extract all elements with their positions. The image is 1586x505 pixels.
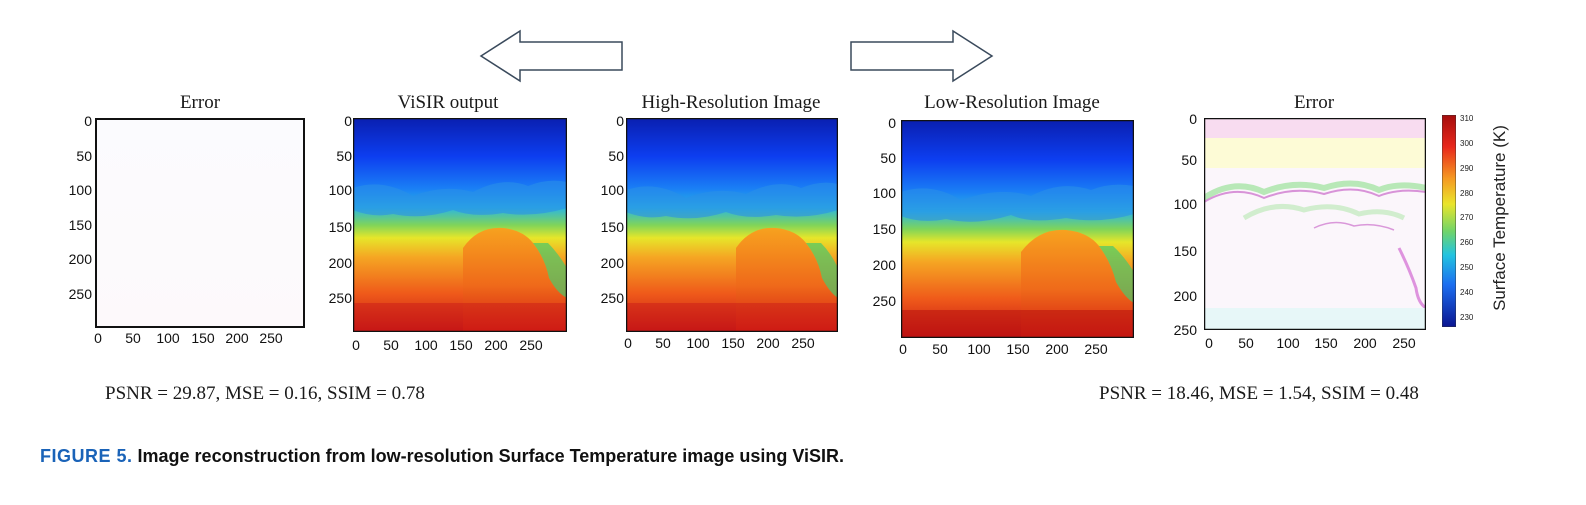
y-tick: 100	[68, 182, 92, 198]
y-tick: 250	[328, 290, 352, 306]
y-tick: 50	[336, 148, 352, 164]
x-tick: 150	[1314, 335, 1338, 351]
colorbar-tick: 230	[1460, 313, 1474, 322]
y-tick: 50	[1181, 152, 1197, 168]
y-tick: 250	[872, 293, 896, 309]
panel-title: Low-Resolution Image	[924, 92, 1100, 113]
right-arrow-icon	[850, 29, 994, 83]
x-tick: 250	[791, 335, 815, 351]
x-tick: 100	[414, 337, 438, 353]
error-map	[95, 118, 305, 328]
y-tick: 200	[600, 255, 624, 271]
x-tick: 50	[125, 330, 141, 346]
panel-title: High-Resolution Image	[641, 92, 821, 113]
y-tick: 50	[76, 148, 92, 164]
panel-title: Error	[179, 92, 221, 113]
y-tick: 0	[888, 115, 896, 131]
y-tick: 250	[1173, 322, 1197, 338]
temperature-map	[353, 118, 567, 332]
figure-caption: FIGURE 5. Image reconstruction from low-…	[40, 446, 844, 467]
figure-label: FIGURE 5.	[40, 446, 133, 466]
y-tick: 100	[872, 185, 896, 201]
y-tick: 100	[1173, 196, 1197, 212]
colorbar-tick: 270	[1460, 213, 1474, 222]
x-tick: 100	[156, 330, 180, 346]
y-tick: 0	[1189, 111, 1197, 127]
y-tick: 100	[600, 182, 624, 198]
x-tick: 50	[655, 335, 671, 351]
x-tick: 150	[1006, 341, 1030, 357]
x-tick: 250	[1084, 341, 1108, 357]
x-tick: 150	[721, 335, 745, 351]
y-tick: 0	[84, 113, 92, 129]
x-tick: 0	[1205, 335, 1213, 351]
x-tick: 250	[259, 330, 283, 346]
x-tick: 50	[383, 337, 399, 353]
colorbar-tick: 290	[1460, 164, 1474, 173]
colorbar-tick: 260	[1460, 238, 1474, 247]
temperature-map	[626, 118, 838, 332]
x-tick: 250	[1392, 335, 1416, 351]
x-tick: 200	[1353, 335, 1377, 351]
y-tick: 150	[68, 217, 92, 233]
y-tick: 200	[1173, 288, 1197, 304]
y-tick: 150	[1173, 243, 1197, 259]
y-tick: 250	[68, 286, 92, 302]
metrics-right: PSNR = 18.46, MSE = 1.54, SSIM = 0.48	[1099, 383, 1419, 404]
x-tick: 150	[191, 330, 215, 346]
y-tick: 0	[344, 113, 352, 129]
x-tick: 50	[932, 341, 948, 357]
y-tick: 50	[608, 148, 624, 164]
x-tick: 200	[484, 337, 508, 353]
x-tick: 100	[686, 335, 710, 351]
y-tick: 250	[600, 290, 624, 306]
panel-title: ViSIR output	[397, 92, 499, 113]
colorbar-tick: 240	[1460, 288, 1474, 297]
colorbar-gradient	[1442, 115, 1456, 327]
x-tick: 100	[1276, 335, 1300, 351]
x-tick: 50	[1238, 335, 1254, 351]
metrics-left: PSNR = 29.87, MSE = 0.16, SSIM = 0.78	[105, 383, 425, 404]
colorbar-tick: 250	[1460, 263, 1474, 272]
x-tick: 200	[1045, 341, 1069, 357]
error-map	[1204, 118, 1426, 330]
y-tick: 100	[328, 182, 352, 198]
figure-caption-text: Image reconstruction from low-resolution…	[137, 446, 845, 466]
temperature-map	[901, 120, 1134, 338]
left-arrow-icon	[479, 29, 623, 83]
x-tick: 0	[352, 337, 360, 353]
colorbar-tick: 310	[1460, 114, 1474, 123]
x-tick: 150	[449, 337, 473, 353]
y-tick: 200	[872, 257, 896, 273]
x-tick: 200	[225, 330, 249, 346]
y-tick: 200	[68, 251, 92, 267]
y-tick: 200	[328, 255, 352, 271]
x-tick: 0	[899, 341, 907, 357]
x-tick: 100	[967, 341, 991, 357]
colorbar-tick: 300	[1460, 139, 1474, 148]
y-tick: 0	[616, 113, 624, 129]
x-tick: 250	[519, 337, 543, 353]
y-tick: 150	[328, 219, 352, 235]
x-tick: 200	[756, 335, 780, 351]
y-tick: 150	[872, 221, 896, 237]
colorbar-label: Surface Temperature (K)	[1490, 125, 1509, 311]
x-tick: 0	[94, 330, 102, 346]
panel-title: Error	[1293, 92, 1335, 113]
y-tick: 50	[880, 150, 896, 166]
colorbar-tick: 280	[1460, 189, 1474, 198]
x-tick: 0	[624, 335, 632, 351]
y-tick: 150	[600, 219, 624, 235]
